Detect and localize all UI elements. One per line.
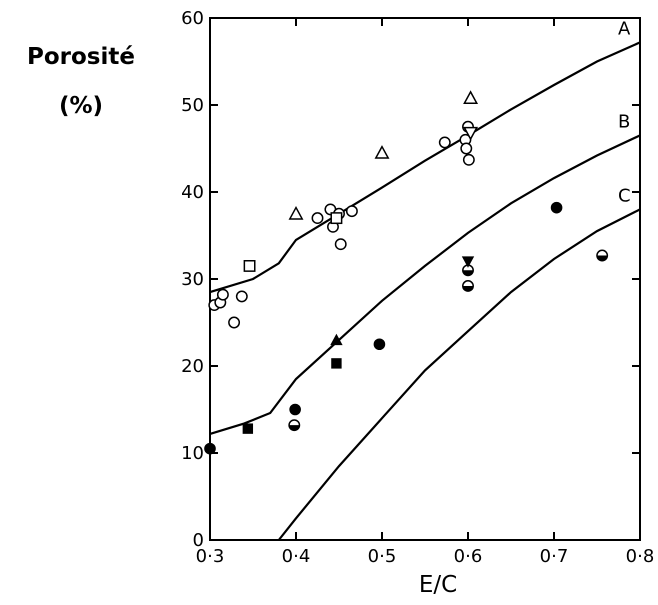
y-axis-label-line1: Porosité <box>27 44 135 70</box>
y-tick-label: 30 <box>181 269 204 290</box>
curve-label-a: A <box>618 18 631 39</box>
open-triangle-marker <box>374 145 390 159</box>
filled-circle-marker <box>204 442 216 455</box>
open-inverted-triangle-marker <box>463 126 479 141</box>
filled-square-marker <box>331 358 342 369</box>
x-tick-label: 0·3 <box>196 546 225 567</box>
filled-circle-marker <box>373 338 386 351</box>
open-circle-marker <box>438 136 451 149</box>
curve-c <box>277 208 641 541</box>
x-tick-label: 0·7 <box>540 546 569 567</box>
open-circle-marker <box>216 288 229 301</box>
filled-inverted-triangle-marker <box>461 256 475 268</box>
y-tick-label: 50 <box>181 95 204 116</box>
x-tick-label: 0·8 <box>626 546 655 567</box>
filled-square-marker <box>242 423 254 434</box>
open-circle-marker <box>460 142 473 155</box>
open-circle-marker <box>334 238 347 251</box>
half-circle-marker <box>596 249 609 262</box>
plot-border <box>209 17 641 541</box>
open-square-marker <box>330 212 343 225</box>
data-points <box>204 90 609 455</box>
filled-circle-marker <box>289 403 301 416</box>
curve-a <box>209 41 641 294</box>
half-circle-marker <box>462 280 474 292</box>
open-circle-marker <box>462 153 475 166</box>
x-tick-label: 0·4 <box>282 546 311 567</box>
y-tick-label: 20 <box>181 356 204 377</box>
open-circle-marker <box>311 212 324 225</box>
curve-b <box>209 134 641 435</box>
open-triangle-marker <box>463 90 479 104</box>
open-triangle-marker <box>288 205 304 220</box>
y-tick-label: 0 <box>193 530 204 551</box>
y-tick-label: 60 <box>181 8 204 29</box>
fit-curves: A B C <box>209 18 641 541</box>
x-tick-label: 0·5 <box>368 546 397 567</box>
y-tick-label: 10 <box>181 443 204 464</box>
x-tick-label: 0·6 <box>454 546 483 567</box>
y-tick-label: 40 <box>181 182 204 203</box>
filled-circle-marker <box>550 201 563 214</box>
x-axis-label: E/C <box>418 572 458 598</box>
axis-ticks: 0 10 20 30 40 50 60 0·3 0·4 0·5 0·6 0·7 0·8 <box>181 8 654 567</box>
open-circle-marker <box>345 205 358 218</box>
open-circle-marker <box>235 290 248 303</box>
open-circle-marker <box>228 316 241 329</box>
curve-label-b: B <box>618 111 630 132</box>
filled-triangle-marker <box>330 333 343 346</box>
open-square-marker <box>243 260 256 272</box>
half-circle-marker <box>288 419 301 432</box>
plot-frame <box>209 17 641 541</box>
y-axis-label-line2: (%) <box>58 93 104 119</box>
curve-label-c: C <box>618 185 631 206</box>
